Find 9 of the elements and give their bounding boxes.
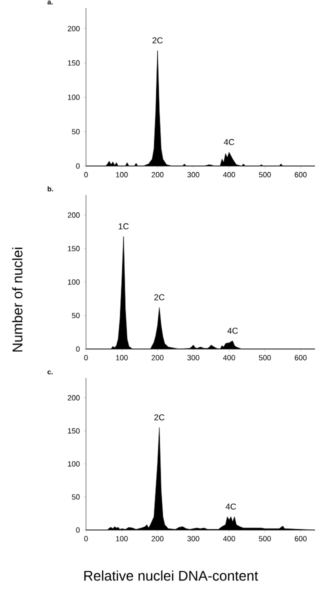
annotation: 2C	[154, 414, 164, 420]
annotation: 4C	[227, 328, 238, 334]
annotation: 1C	[118, 223, 129, 230]
x-axis-title: Relative nuclei DNA-content	[84, 570, 258, 581]
annotation: 4C	[226, 504, 236, 510]
annotation: 2C	[152, 37, 163, 44]
annotation: 2C	[154, 294, 164, 300]
annotation: 4C	[224, 139, 234, 146]
y-axis-title: Number of nuclei	[12, 248, 22, 352]
